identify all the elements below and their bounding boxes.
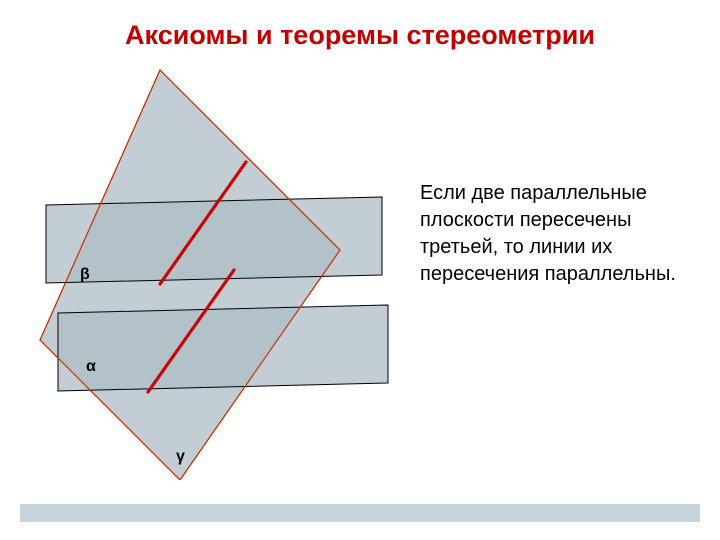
plane-alpha bbox=[58, 305, 388, 391]
label-alpha: α bbox=[86, 358, 96, 376]
label-beta: β bbox=[80, 266, 90, 284]
footer-accent-bar bbox=[20, 504, 700, 522]
theorem-text: Если две параллельные плоскости пересече… bbox=[420, 180, 690, 288]
planes-diagram: β α γ bbox=[20, 60, 420, 480]
slide-title: Аксиомы и теоремы стереометрии bbox=[0, 20, 720, 51]
label-gamma: γ bbox=[176, 448, 185, 466]
